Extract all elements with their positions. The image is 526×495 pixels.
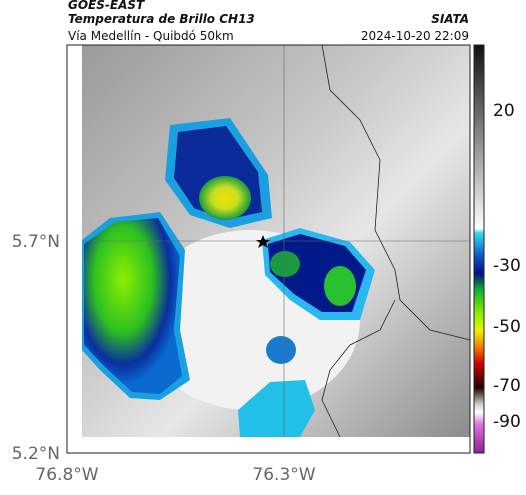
colorbar-label: 20 xyxy=(493,101,515,121)
colorbar-label: -90 xyxy=(493,412,521,432)
lon-label: 76.3°W xyxy=(252,465,315,485)
header-source: GOES-EAST xyxy=(68,0,145,12)
lon-label: 76.8°W xyxy=(35,465,98,485)
header-subtitle: Vía Medellín - Quibdó 50km xyxy=(68,29,234,43)
colorbar-label: -30 xyxy=(493,256,521,276)
map-image xyxy=(82,44,471,438)
map-frame xyxy=(66,44,471,454)
header-title: Temperatura de Brillo CH13 xyxy=(68,12,255,26)
colorbar xyxy=(473,44,485,454)
header-date: 2024-10-20 22:09 xyxy=(361,29,469,43)
colorbar-label: -50 xyxy=(493,317,521,337)
lat-label: 5.7°N xyxy=(12,232,60,252)
header-org: SIATA xyxy=(431,12,469,26)
lat-label: 5.2°N xyxy=(12,444,60,464)
colorbar-label: -70 xyxy=(493,376,521,396)
